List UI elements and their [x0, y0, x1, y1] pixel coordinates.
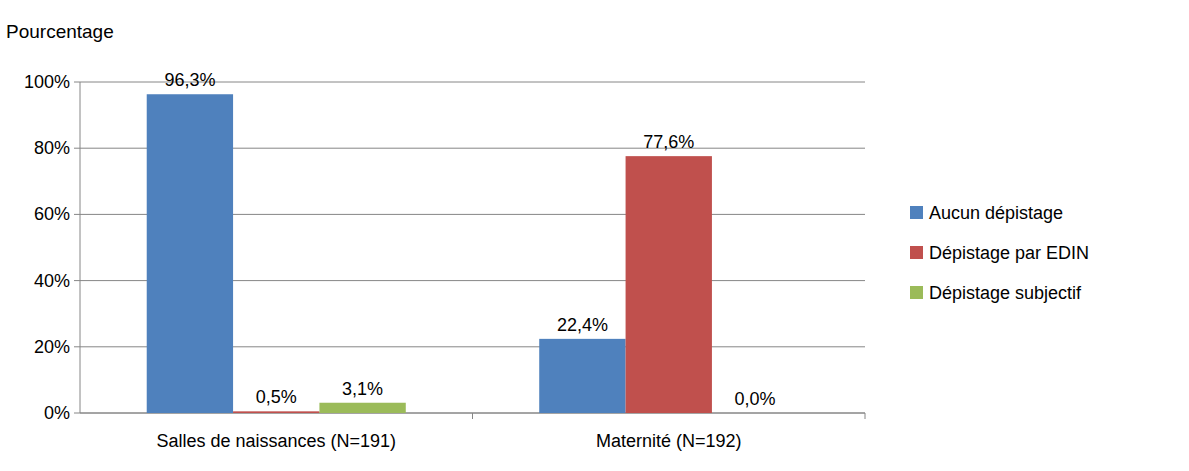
data-label: 77,6%	[643, 132, 694, 152]
tick-mark	[74, 148, 80, 149]
tick-mark	[74, 82, 80, 83]
data-label: 0,0%	[735, 389, 776, 409]
x-tick-label: Maternité (N=192)	[596, 431, 742, 451]
x-tick-mark	[865, 413, 866, 419]
legend-swatch	[910, 206, 923, 219]
y-tick-label: 100%	[24, 72, 70, 92]
data-label: 22,4%	[557, 315, 608, 335]
tick-mark	[74, 280, 80, 281]
chart-container: Pourcentage 0% 20% 40% 60% 80% 100% 96,3% 0,5% 3,…	[0, 0, 1189, 471]
bar	[319, 403, 405, 413]
legend-swatch	[910, 246, 923, 259]
x-tick-mark	[472, 413, 473, 419]
y-axis-title: Pourcentage	[6, 21, 114, 42]
data-label: 96,3%	[164, 70, 215, 90]
legend-label: Dépistage subjectif	[929, 283, 1082, 303]
bars	[147, 94, 712, 413]
bar	[233, 411, 319, 413]
bar	[626, 156, 712, 413]
data-label: 3,1%	[342, 379, 383, 399]
data-labels: 96,3% 0,5% 3,1% 22,4% 77,6% 0,0%	[164, 70, 775, 409]
x-tick-label: Salles de naissances (N=191)	[156, 431, 396, 451]
y-axis-line	[80, 82, 81, 413]
chart: Pourcentage 0% 20% 40% 60% 80% 100% 96,3% 0,5% 3,…	[0, 0, 1189, 471]
tick-mark	[74, 214, 80, 215]
legend-label: Dépistage par EDIN	[929, 243, 1089, 263]
y-tick-label: 0%	[44, 403, 70, 423]
y-tick-label: 20%	[34, 337, 70, 357]
bar	[539, 339, 625, 413]
bar	[712, 413, 798, 414]
tick-mark	[74, 413, 80, 414]
y-tick-label: 60%	[34, 204, 70, 224]
legend-label: Aucun dépistage	[929, 203, 1063, 223]
data-label: 0,5%	[256, 387, 297, 407]
y-tick-label: 40%	[34, 271, 70, 291]
bar	[147, 94, 233, 413]
tick-mark	[74, 346, 80, 347]
y-tick-label: 80%	[34, 138, 70, 158]
legend-swatch	[910, 286, 923, 299]
